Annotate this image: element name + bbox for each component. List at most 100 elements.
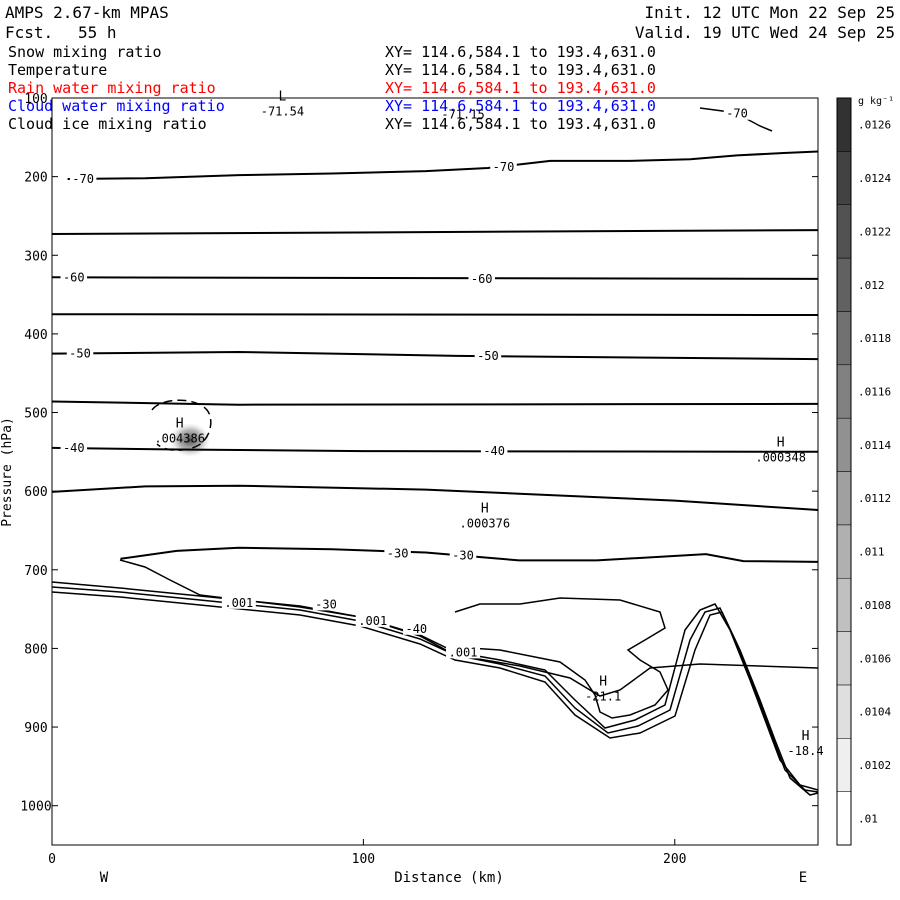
extremum-type: H — [802, 729, 810, 744]
colorbar-swatch — [836, 311, 852, 366]
y-tick-label: 500 — [24, 407, 47, 422]
extremum-value: .004386 — [154, 432, 205, 446]
legend-field-name: Cloud ice mixing ratio — [8, 115, 207, 133]
x-tick-label: 200 — [663, 852, 686, 867]
colorbar-swatch — [836, 417, 852, 472]
contour-label-bg — [480, 443, 508, 458]
colorbar-units: g kg⁻¹ — [858, 96, 894, 107]
contour-labels: -70 -70 -70 -60 -60 -50 -50 -40 -40 -30 -30 -30 .001… — [60, 105, 751, 659]
extremum-value: .000348 — [755, 451, 806, 465]
extremum-type: H — [481, 502, 489, 517]
contour-label-bg — [66, 345, 94, 360]
y-axis-label: Pressure (hPa) — [0, 417, 15, 527]
contour-label: -50 — [69, 347, 91, 361]
colorbar-swatch — [836, 738, 852, 792]
temperature-contour — [51, 484, 819, 511]
x-axis-west-label: W — [100, 870, 109, 886]
colorbar-level-label: .012 — [858, 279, 885, 292]
colorbar-level-label: .0106 — [858, 652, 891, 665]
colorbar-swatch — [836, 257, 852, 312]
contour-label-bg — [221, 594, 256, 609]
legend-field-extent: XY= 114.6,584.1 to 193.4,631.0 — [385, 43, 656, 61]
x-axis-label: Distance (km) — [394, 870, 504, 886]
colorbar-level-label: .0118 — [858, 332, 891, 345]
contour-label: -40 — [405, 622, 427, 636]
y-tick-label: 700 — [24, 564, 47, 579]
contour-label-bg — [468, 270, 495, 285]
contour-label-bg — [449, 547, 477, 562]
extremum-type: H — [777, 436, 785, 451]
forecast-value: 55 h — [78, 23, 117, 42]
contour-label: .001 — [358, 614, 387, 628]
field-legend: Snow mixing ratio XY= 114.6,584.1 to 193.… — [8, 43, 656, 133]
y-tick-label: 900 — [24, 721, 47, 736]
y-tick-label: 200 — [24, 171, 47, 186]
extremum-type: H — [176, 417, 184, 432]
extremum-type: L — [279, 90, 287, 105]
y-tick-label: 400 — [24, 328, 47, 343]
y-axis: 100 200 300 400 500 600 700 800 900 1000 — [20, 92, 818, 815]
contour-label: -50 — [477, 349, 499, 363]
extremum-value: -71.15 — [441, 108, 484, 122]
temperature-contours — [51, 150, 819, 563]
y-tick-label: 800 — [24, 642, 47, 657]
colorbar-frame — [836, 97, 852, 846]
colorbar-level-label: .0116 — [858, 385, 891, 398]
temperature-contour — [51, 313, 819, 316]
y-tick-label: 1000 — [20, 800, 51, 815]
extremum-value: -18.4 — [787, 744, 823, 758]
valid-time: Valid. 19 UTC Wed 24 Sep 25 — [635, 23, 895, 42]
extremum-value: -21.1 — [585, 690, 621, 704]
extremum-value: -71.54 — [261, 105, 304, 119]
contour-label-bg — [60, 269, 88, 284]
temperature-contour — [51, 350, 819, 361]
contour-label: -40 — [483, 444, 505, 458]
contour-label-bg — [355, 612, 390, 627]
extremum-value: .000376 — [460, 517, 511, 531]
contour-label-bg — [723, 105, 751, 120]
colorbar-level-label: .0126 — [858, 119, 891, 132]
terrain-line — [51, 581, 819, 791]
contour-label: .001 — [449, 645, 478, 659]
temperature-contour — [67, 150, 819, 180]
x-axis-east-label: E — [799, 870, 807, 886]
colorbar-level-label: .0108 — [858, 599, 891, 612]
colorbar-swatch — [836, 577, 852, 632]
legend-field-extent: XY= 114.6,584.1 to 193.4,631.0 — [385, 115, 656, 133]
colorbar: .01 .0102 .0104 .0106 .0108 .011 .0112 .0114 .01… — [836, 97, 891, 846]
y-tick-label: 100 — [24, 92, 47, 107]
legend-field-extent: XY= 114.6,584.1 to 193.4,631.0 — [385, 97, 656, 115]
colorbar-level-label: .0114 — [858, 439, 891, 452]
colorbar-level-label: .0112 — [858, 492, 891, 505]
cloud-ice-region — [151, 399, 212, 457]
app-title: AMPS 2.67-km MPAS — [5, 3, 169, 22]
contour-label: -70 — [72, 172, 94, 186]
legend-field-name: Snow mixing ratio — [8, 43, 162, 61]
colorbar-swatch — [836, 204, 852, 259]
terrain-line — [51, 586, 819, 793]
temperature-contour — [51, 276, 819, 280]
x-tick-label: 0 — [48, 852, 56, 867]
colorbar-swatch — [836, 364, 852, 419]
contour-label-bg — [312, 596, 340, 611]
contour-label-bg — [474, 347, 502, 362]
contour-label-bg — [490, 159, 517, 174]
x-axis: 0 100 200 — [48, 839, 687, 867]
contour-label: -60 — [471, 272, 493, 286]
y-tick-label: 300 — [24, 249, 47, 264]
contour-label: .001 — [224, 596, 253, 610]
legend-field-extent: XY= 114.6,584.1 to 193.4,631.0 — [385, 61, 656, 79]
colorbar-swatch — [836, 97, 852, 152]
colorbar-swatch — [836, 684, 852, 739]
colorbar-level-label: .0104 — [858, 706, 891, 719]
temperature-contour — [51, 400, 819, 406]
extremum-type: H — [599, 675, 607, 690]
legend-field-name: Cloud water mixing ratio — [8, 97, 225, 115]
legend-field-extent: XY= 114.6,584.1 to 193.4,631.0 — [385, 79, 656, 97]
contour-label: -30 — [452, 549, 474, 563]
contour-label: -70 — [726, 107, 748, 121]
plot-frame — [51, 97, 819, 846]
x-tick-label: 100 — [352, 852, 375, 867]
y-tick-label: 600 — [24, 485, 47, 500]
